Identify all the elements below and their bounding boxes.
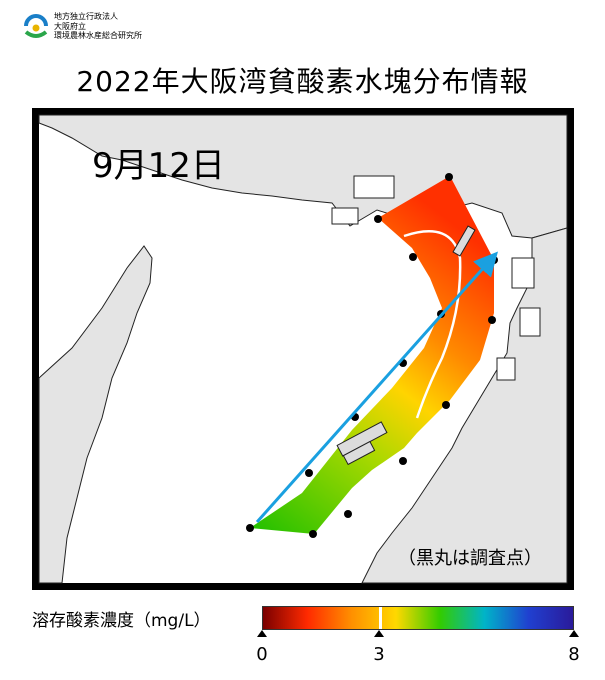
legend-title: 溶存酸素濃度（mg/L） (32, 611, 211, 631)
do-contour-3 (403, 230, 462, 419)
institute-logo (24, 14, 48, 38)
survey-point (309, 530, 317, 538)
survey-date: 9月12日 (92, 146, 225, 186)
survey-point (409, 253, 417, 261)
do-distribution-area (250, 176, 494, 534)
legend-tick-mark (257, 630, 267, 637)
land-awaji-island (38, 245, 153, 584)
legend-tick-mark (569, 630, 579, 637)
transect-arrow (255, 251, 498, 523)
org-name-line3: 環境農林水産総合研究所 (54, 31, 142, 40)
legend-tick-label: 8 (568, 644, 580, 665)
land-north-shore (38, 114, 568, 239)
legend-threshold-line (378, 607, 382, 629)
legend-tick-label: 3 (373, 644, 385, 665)
survey-point (445, 173, 453, 181)
survey-point (374, 215, 382, 223)
osaka-bay-map (32, 108, 574, 590)
survey-point (305, 469, 313, 477)
survey-point (399, 457, 407, 465)
color-scale-bar (262, 606, 574, 630)
survey-point-note: （黒丸は調査点） (398, 548, 542, 569)
survey-point (488, 316, 496, 324)
legend-tick-mark (374, 630, 384, 637)
org-name-line2: 大阪府立 (54, 22, 86, 31)
survey-point (344, 510, 352, 518)
org-name-line1: 地方独立行政法人 (54, 12, 118, 21)
survey-point (442, 401, 450, 409)
survey-point (246, 524, 254, 532)
legend-tick-label: 0 (256, 644, 268, 665)
page-title: 2022年大阪湾貧酸素水塊分布情報 (76, 65, 529, 98)
